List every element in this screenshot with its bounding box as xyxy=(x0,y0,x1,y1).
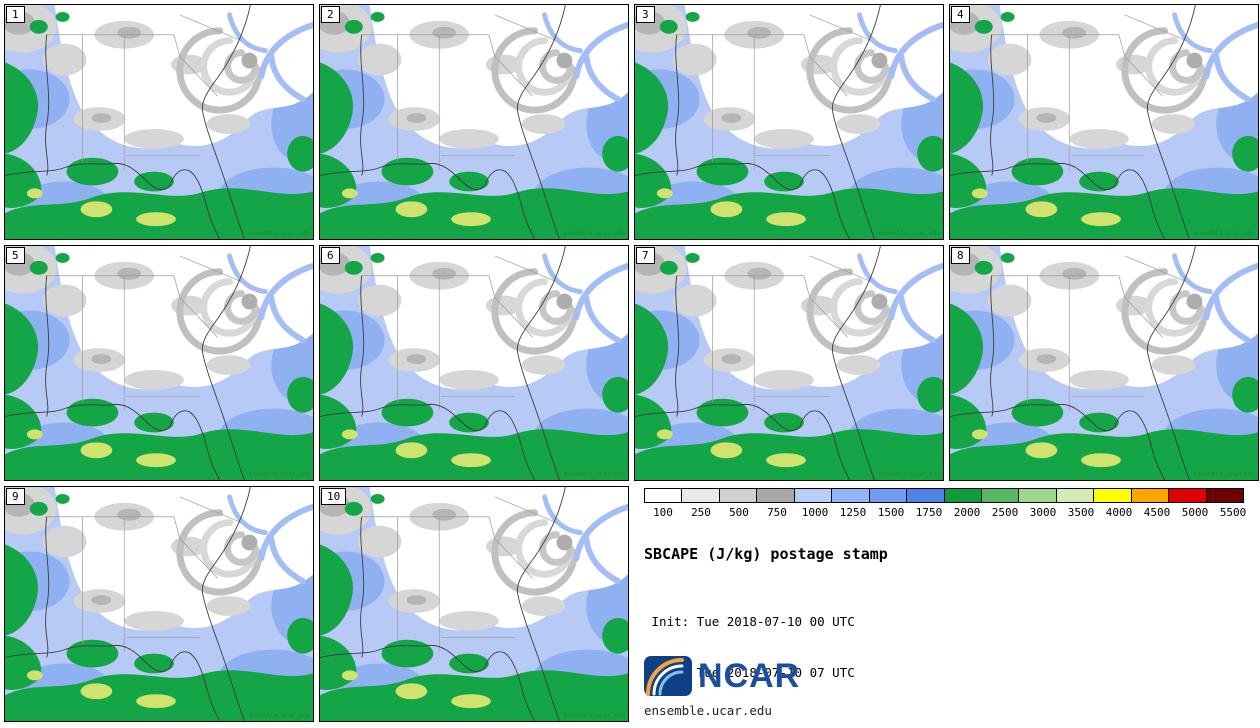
member-number-badge: 5 xyxy=(6,247,25,264)
colorbar-segment xyxy=(1131,489,1170,502)
colorbar-segment xyxy=(794,489,833,502)
panel-watermark: ensemble.ucar.edu xyxy=(1193,230,1255,237)
member-number-badge: 3 xyxy=(636,6,655,23)
colorbar-tick-label: 250 xyxy=(691,506,711,519)
colorbar-tick-label: 100 xyxy=(653,506,673,519)
colorbar-segment xyxy=(645,489,683,502)
colorbar-tick-label: 5500 xyxy=(1219,506,1247,519)
ncar-logo: NCAR xyxy=(644,656,800,696)
colorbar-tick-label: 500 xyxy=(729,506,749,519)
panel-row-3: 9 ensemble.ucar.edu 10 ensemble.ucar.edu… xyxy=(4,486,1256,722)
member-number-badge: 1 xyxy=(6,6,25,23)
colorbar-segment xyxy=(1056,489,1095,502)
colorbar-segment xyxy=(1094,489,1132,502)
cape-map xyxy=(320,487,628,721)
colorbar-tick-label: 1500 xyxy=(877,506,905,519)
ensemble-member-panel: 8 ensemble.ucar.edu xyxy=(949,245,1259,481)
colorbar-tick-label: 1000 xyxy=(801,506,829,519)
ensemble-member-panel: 9 ensemble.ucar.edu xyxy=(4,486,314,722)
colorbar-tick-label: 3500 xyxy=(1067,506,1095,519)
ensemble-member-panel: 1 ensemble.ucar.edu xyxy=(4,4,314,240)
colorbar-tick-label: 4000 xyxy=(1105,506,1133,519)
colorbar-segment xyxy=(869,489,908,502)
init-time-label: Init: Tue 2018-07-10 00 UTC xyxy=(644,614,855,629)
ensemble-member-panel: 10 ensemble.ucar.edu xyxy=(319,486,629,722)
panel-watermark: ensemble.ucar.edu xyxy=(563,712,625,719)
member-number-badge: 4 xyxy=(951,6,970,23)
colorbar-segment xyxy=(1169,489,1207,502)
colorbar-tick-label: 1750 xyxy=(915,506,943,519)
cape-map xyxy=(635,246,943,480)
member-number-badge: 10 xyxy=(321,488,347,505)
panel-watermark: ensemble.ucar.edu xyxy=(563,471,625,478)
colorbar-segment xyxy=(832,489,870,502)
cape-map xyxy=(635,5,943,239)
plot-title: SBCAPE (J/kg) postage stamp xyxy=(644,545,888,563)
colorbar-segment xyxy=(1019,489,1057,502)
colorbar-tick-label: 2500 xyxy=(991,506,1019,519)
panel-watermark: ensemble.ucar.edu xyxy=(878,230,940,237)
cape-map xyxy=(950,246,1258,480)
site-url: ensemble.ucar.edu xyxy=(644,703,772,718)
member-number-badge: 9 xyxy=(6,488,25,505)
ensemble-member-panel: 7 ensemble.ucar.edu xyxy=(634,245,944,481)
panel-row-1: 1 ensemble.ucar.edu 2 ensemble.ucar.edu … xyxy=(4,4,1259,240)
panel-watermark: ensemble.ucar.edu xyxy=(1193,471,1255,478)
colorbar-segment xyxy=(682,489,720,502)
colorbar-segment xyxy=(944,489,982,502)
member-number-badge: 6 xyxy=(321,247,340,264)
panel-row-2: 5 ensemble.ucar.edu 6 ensemble.ucar.edu … xyxy=(4,245,1259,481)
ensemble-member-panel: 6 ensemble.ucar.edu xyxy=(319,245,629,481)
colorbar xyxy=(644,488,1244,503)
colorbar-tick-label: 750 xyxy=(767,506,787,519)
panel-watermark: ensemble.ucar.edu xyxy=(563,230,625,237)
colorbar-segment xyxy=(981,489,1020,502)
cape-map xyxy=(5,246,313,480)
member-number-badge: 7 xyxy=(636,247,655,264)
colorbar-segment xyxy=(907,489,945,502)
ensemble-member-panel: 3 ensemble.ucar.edu xyxy=(634,4,944,240)
ensemble-member-panel: 5 ensemble.ucar.edu xyxy=(4,245,314,481)
panel-watermark: ensemble.ucar.edu xyxy=(248,230,310,237)
colorbar-tick-label: 5000 xyxy=(1181,506,1209,519)
member-number-badge: 2 xyxy=(321,6,340,23)
ensemble-member-panel: 4 ensemble.ucar.edu xyxy=(949,4,1259,240)
panel-watermark: ensemble.ucar.edu xyxy=(878,471,940,478)
colorbar-tick-label: 3000 xyxy=(1029,506,1057,519)
colorbar-segment xyxy=(757,489,795,502)
colorbar-tick-label: 1250 xyxy=(839,506,867,519)
cape-map xyxy=(5,5,313,239)
ensemble-member-panel: 2 ensemble.ucar.edu xyxy=(319,4,629,240)
member-number-badge: 8 xyxy=(951,247,970,264)
colorbar-tick-label: 4500 xyxy=(1143,506,1171,519)
colorbar-tick-label: 2000 xyxy=(953,506,981,519)
cape-map xyxy=(5,487,313,721)
cape-map xyxy=(320,5,628,239)
colorbar-segment xyxy=(719,489,758,502)
colorbar-segment xyxy=(1206,489,1243,502)
ncar-wordmark: NCAR xyxy=(698,656,801,695)
panel-watermark: ensemble.ucar.edu xyxy=(248,471,310,478)
panel-watermark: ensemble.ucar.edu xyxy=(248,712,310,719)
cape-map xyxy=(320,246,628,480)
cape-map xyxy=(950,5,1258,239)
colorbar-tick-labels: 100 250 500 750 1000 1250 1500 1750 2000 2500 3000… xyxy=(644,506,1252,519)
ncar-logo-icon xyxy=(644,656,692,696)
legend-block: 100 250 500 750 1000 1250 1500 1750 2000 2500 3000… xyxy=(634,486,1256,722)
